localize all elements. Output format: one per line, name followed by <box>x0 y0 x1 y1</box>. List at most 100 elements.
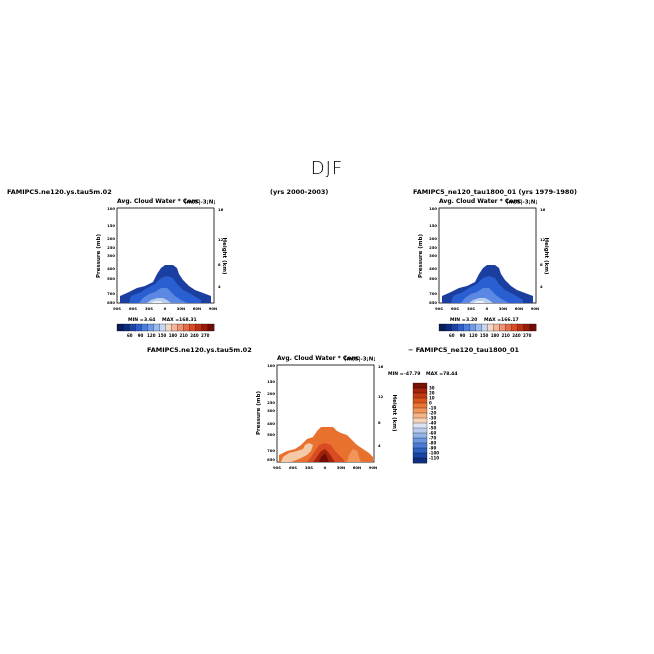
case-label-diff-right: − FAMIPC5_ne120_tau1800_01 <box>408 346 519 354</box>
height-tick-label: 8 <box>540 262 543 267</box>
y-tick-label: 400 <box>429 266 437 271</box>
colorbar-swatch <box>195 323 203 332</box>
y-tick-label: 200 <box>107 236 115 241</box>
y-tick-label: 250 <box>267 400 275 405</box>
colorbar-swatch <box>177 323 185 332</box>
x-tick-label: 90S <box>435 306 443 311</box>
colorbar-swatch <box>141 323 148 332</box>
colorbar-swatch <box>412 447 428 454</box>
x-tick-label: 60N <box>353 465 361 470</box>
x-tick-label: 90S <box>113 306 121 311</box>
colorbar-label: -90 <box>429 446 436 451</box>
colorbar-swatch <box>444 323 452 332</box>
min-value: 3.20 <box>466 317 477 323</box>
y-tick-label: 500 <box>429 276 437 281</box>
colorbar-label: 180 <box>491 333 500 338</box>
colorbar-label: 60 <box>127 333 133 338</box>
colorbar-label: 240 <box>190 333 199 338</box>
colorbar-label: 20 <box>429 391 435 396</box>
colorbar-label: -10 <box>429 406 436 411</box>
colorbar-swatch <box>523 323 531 332</box>
colorbar-label: -40 <box>429 421 436 426</box>
colorbar-swatch <box>412 382 428 389</box>
min-value: -47.79 <box>404 371 420 377</box>
x-tick-label: 90N <box>369 465 377 470</box>
colorbar-swatch <box>457 323 464 332</box>
max-label: MAX = <box>162 317 179 323</box>
y-tick-label: 700 <box>429 291 437 296</box>
plot-subtitle: (m;S|-3;N; <box>184 200 216 206</box>
y-tick-label: 700 <box>107 291 115 296</box>
x-tick-label: 0 <box>324 465 327 470</box>
colorbar-swatch <box>450 323 458 332</box>
height-tick-label: 4 <box>378 443 381 448</box>
x-tick-label: 90N <box>531 306 539 311</box>
cloud-field <box>442 265 533 303</box>
height-tick-label: 4 <box>218 284 221 289</box>
colorbar: 60 90 120 150 180 210 240 270 <box>116 323 215 338</box>
colorbar-swatch <box>493 323 500 332</box>
colorbar-label: 90 <box>460 333 466 338</box>
case-label-diff-left: FAMIPC5.ne120.ys.tau5m.02 <box>147 346 252 354</box>
y-tick-label: 200 <box>267 391 275 396</box>
max-label: MAX = <box>484 317 501 323</box>
colorbar-label: -60 <box>429 431 436 436</box>
colorbar-swatch <box>412 427 428 434</box>
years-label: (yrs 2000-2003) <box>270 188 329 196</box>
y-tick-label: 100 <box>429 206 437 211</box>
max-value: 166.17 <box>501 317 519 323</box>
colorbar-label: 270 <box>201 333 210 338</box>
colorbar-swatch <box>511 323 519 332</box>
y-tick-label: 850 <box>267 457 275 462</box>
colorbar-swatch <box>412 442 428 449</box>
max-value: 78.44 <box>443 371 458 377</box>
colorbar-label: 270 <box>523 333 532 338</box>
y2-axis-label: Height (km) <box>221 237 227 275</box>
colorbar-swatch <box>505 323 513 332</box>
x-tick-label: 30N <box>177 306 185 311</box>
height-tick-label: 8 <box>218 262 221 267</box>
colorbar-swatch <box>463 323 470 332</box>
y-tick-label: 300 <box>429 253 437 258</box>
plot-subtitle: (m;S|-3;N; <box>344 357 376 363</box>
cloud-field <box>120 265 211 303</box>
x-tick-label: 60S <box>289 465 297 470</box>
colorbar-swatch <box>183 323 191 332</box>
plot-title: Avg. Cloud Water * Conc <box>439 198 522 205</box>
colorbar-swatch <box>481 323 488 332</box>
y-axis-label: Pressure (mb) <box>96 234 102 278</box>
y-tick-label: 500 <box>267 432 275 437</box>
colorbar-vertical: 3020100-10-20-30-40-50-60-70-80-90-100-1… <box>412 382 439 464</box>
y-axis-label: Pressure (mb) <box>418 234 424 278</box>
colorbar-label: 0 <box>429 401 432 406</box>
x-tick-label: 60N <box>515 306 523 311</box>
y-tick-label: 250 <box>107 245 115 250</box>
x-tick-label: 30N <box>499 306 507 311</box>
height-tick-label: 16 <box>218 207 224 212</box>
y-tick-label: 400 <box>107 266 115 271</box>
colorbar-label: 240 <box>512 333 521 338</box>
colorbar-swatch <box>475 323 482 332</box>
y-tick-label: 150 <box>107 223 115 228</box>
colorbar: 60 90 120 150 180 210 240 270 <box>438 323 537 338</box>
colorbar-swatch <box>412 397 428 404</box>
colorbar-swatch <box>122 323 130 332</box>
colorbar-label: 90 <box>138 333 144 338</box>
colorbar-swatch <box>412 432 428 439</box>
height-tick-label: 8 <box>378 420 381 425</box>
y-tick-label: 250 <box>429 245 437 250</box>
x-tick-label: 90S <box>273 465 281 470</box>
plot-area <box>116 207 215 304</box>
colorbar-swatch <box>412 437 428 444</box>
colorbar-label: 10 <box>429 396 435 401</box>
y-tick-label: 400 <box>267 421 275 426</box>
y-tick-label: 300 <box>107 253 115 258</box>
colorbar-label: -80 <box>429 441 436 446</box>
y-axis-label: Pressure (mb) <box>256 391 262 435</box>
colorbar-swatch <box>159 323 166 332</box>
x-tick-label: 0 <box>486 306 489 311</box>
colorbar-label: 120 <box>469 333 478 338</box>
y-tick-label: 850 <box>429 300 437 305</box>
colorbar-label: 120 <box>147 333 156 338</box>
y-tick-label: 150 <box>429 223 437 228</box>
